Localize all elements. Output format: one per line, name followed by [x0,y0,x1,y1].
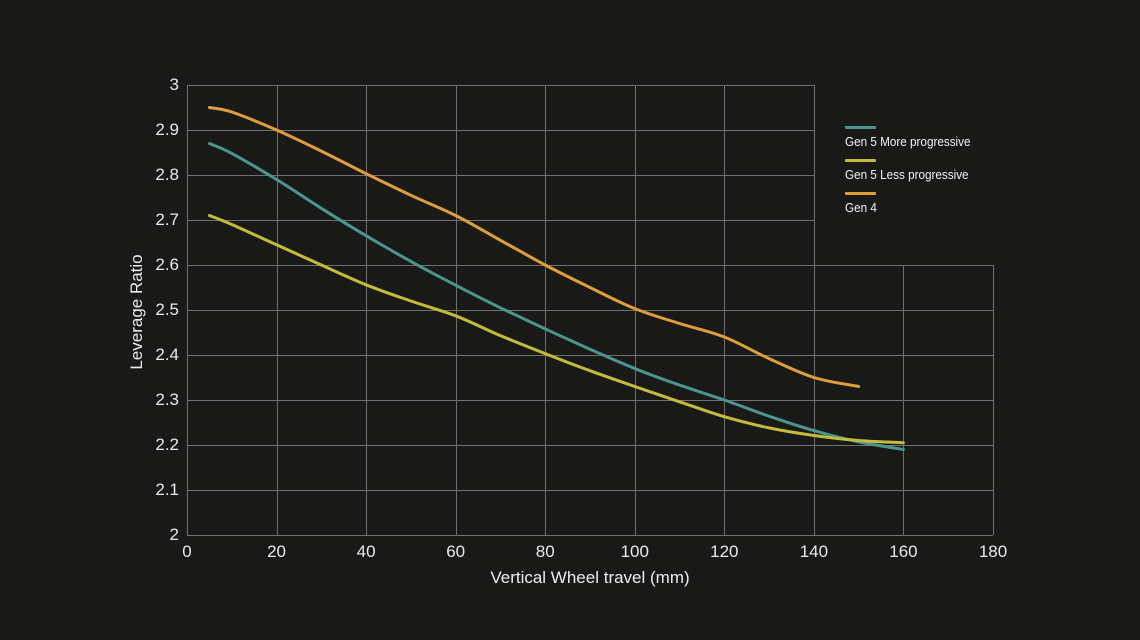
y-tick-label: 2 [169,525,179,544]
x-tick-label: 80 [535,542,555,561]
y-tick-label: 2.1 [155,480,179,499]
y-axis-title: Leverage Ratio [127,254,146,370]
x-tick-label: 60 [446,542,466,561]
series-line [207,214,905,445]
x-tick-label: 40 [356,542,376,561]
series-line [207,142,905,451]
x-tick-label: 140 [799,542,829,561]
y-tick-label: 2.3 [155,390,179,409]
legend-label: Gen 5 More progressive [845,134,971,149]
x-tick-label: 100 [620,542,649,561]
x-tick-label: 160 [889,542,918,561]
legend-swatch-gen4 [845,192,876,195]
y-tick-label: 2.5 [155,300,179,319]
x-tick-label: 20 [267,542,286,561]
y-tick-label: 2.2 [155,435,179,454]
x-tick-label: 120 [710,542,739,561]
legend-item-gen4: Gen 4 [845,192,1065,217]
legend-item-gen5-more: Gen 5 More progressive [845,126,1065,151]
series-line [207,106,861,388]
y-tick-label: 2.4 [155,345,179,364]
x-axis-title: Vertical Wheel travel (mm) [490,568,690,587]
y-tick-label: 2.7 [155,210,179,229]
y-tick-label: 3 [169,75,179,94]
x-tick-label: 0 [182,542,192,561]
y-tick-label: 2.9 [155,120,179,139]
legend: Gen 5 More progressive Gen 5 Less progre… [845,126,1065,225]
y-tick-label: 2.8 [155,165,179,184]
x-tick-label: 180 [978,542,1008,561]
legend-swatch-gen5-more [845,126,876,129]
legend-item-gen5-less: Gen 5 Less progressive [845,159,1065,184]
y-tick-label: 2.6 [155,255,179,274]
legend-label: Gen 5 Less progressive [845,167,969,182]
legend-swatch-gen5-less [845,159,876,162]
legend-label: Gen 4 [845,200,877,215]
